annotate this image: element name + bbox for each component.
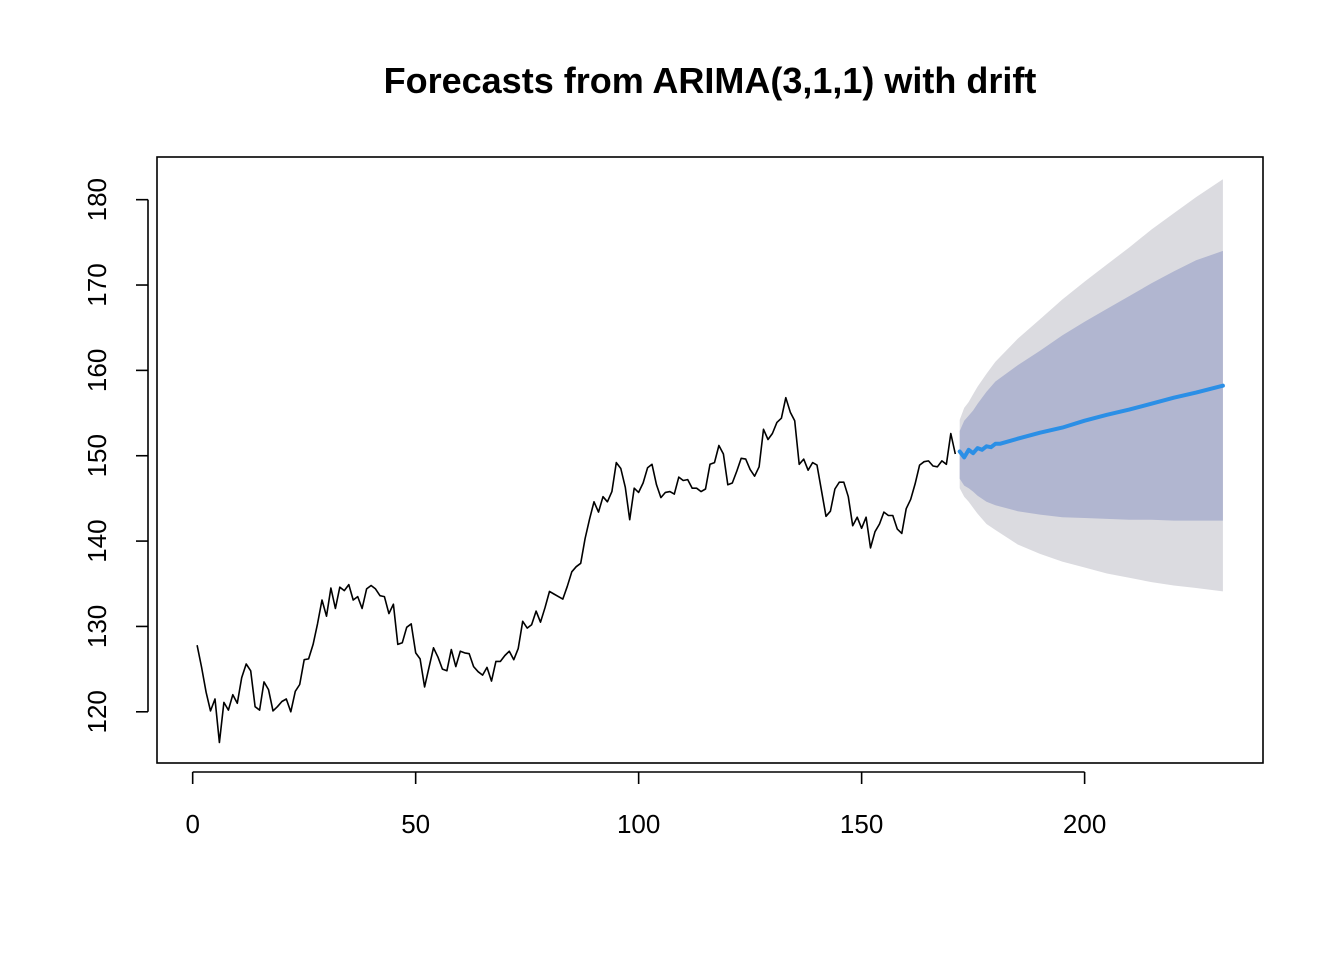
prediction-bands	[959, 179, 1223, 592]
band-80	[959, 250, 1223, 521]
forecast-line	[957, 383, 1225, 460]
history-series	[196, 396, 957, 744]
y-axis: 120 130 140 150 160 170 180	[82, 178, 149, 733]
plot-frame	[156, 156, 1264, 764]
history-line	[196, 396, 957, 744]
x-tick-label: 150	[840, 809, 883, 839]
x-tick-label: 200	[1063, 809, 1106, 839]
x-tick-label: 0	[185, 809, 199, 839]
y-tick-label: 160	[82, 349, 112, 392]
y-tick-label: 140	[82, 519, 112, 562]
x-tick-label: 100	[617, 809, 660, 839]
y-tick-label: 120	[82, 690, 112, 733]
y-tick-label: 150	[82, 434, 112, 477]
y-tick-label: 170	[82, 263, 112, 306]
forecast-series	[957, 383, 1225, 460]
x-axis: 0 50 100 150 200	[185, 771, 1106, 839]
y-tick-label: 130	[82, 605, 112, 648]
chart-title: Forecasts from ARIMA(3,1,1) with drift	[384, 60, 1037, 101]
y-tick-label: 180	[82, 178, 112, 221]
x-tick-label: 50	[401, 809, 430, 839]
